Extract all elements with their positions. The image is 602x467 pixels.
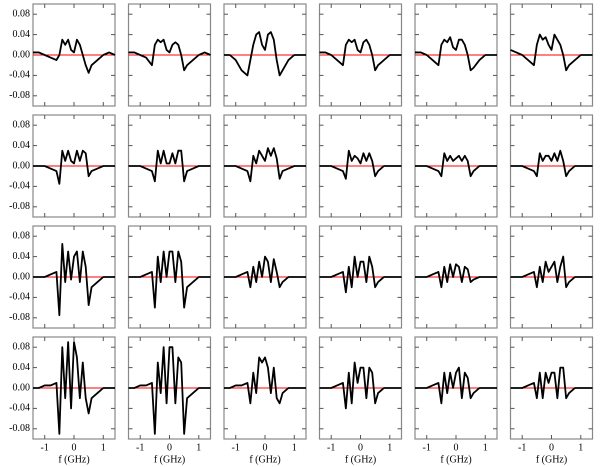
y-tick-label: 0.04 [13, 140, 31, 151]
data-line [319, 149, 402, 180]
x-tick-label: 1 [101, 442, 106, 453]
data-line [415, 366, 497, 405]
x-tick-label: 0 [454, 442, 459, 453]
data-line [510, 255, 593, 289]
data-line [224, 147, 306, 183]
data-line [319, 361, 402, 410]
x-tick-label: 0 [72, 442, 77, 453]
data-line [33, 242, 115, 317]
x-tick-label: 0 [263, 442, 268, 453]
data-line [510, 33, 593, 72]
data-line [33, 341, 115, 435]
data-line [128, 346, 211, 435]
x-axis-label: f (GHz) [58, 454, 89, 465]
x-tick-label: 0 [167, 442, 172, 453]
data-line [33, 38, 116, 74]
data-line [510, 149, 593, 178]
x-tick-label: 1 [292, 442, 297, 453]
data-line [319, 255, 402, 294]
y-tick-label: 0.00 [13, 271, 31, 282]
y-tick-label: -0.04 [9, 292, 30, 303]
y-tick-label: -0.04 [9, 403, 30, 414]
data-line [319, 38, 402, 72]
data-line [510, 366, 593, 400]
y-tick-label: 0.00 [13, 49, 31, 60]
x-axis-label: f (GHz) [440, 454, 471, 465]
y-tick-label: 0.00 [13, 382, 31, 393]
y-tick-label: 0.08 [13, 8, 31, 19]
y-tick-label: -0.04 [9, 181, 30, 192]
x-tick-label: 0 [358, 442, 363, 453]
data-line [415, 263, 497, 289]
x-axis-label: f (GHz) [345, 454, 376, 465]
x-tick-label: 1 [483, 442, 488, 453]
y-tick-label: -0.08 [9, 312, 30, 323]
x-tick-label: -1 [136, 442, 144, 453]
x-axis-label: f (GHz) [154, 454, 185, 465]
x-tick-label: -1 [232, 442, 240, 453]
data-line [415, 152, 497, 178]
y-tick-label: 0.00 [13, 160, 31, 171]
y-tick-label: 0.08 [13, 341, 31, 352]
x-tick-label: -1 [327, 442, 335, 453]
data-line [128, 250, 211, 309]
y-tick-label: 0.08 [13, 119, 31, 130]
x-axis-label: f (GHz) [249, 454, 280, 465]
y-tick-label: -0.08 [9, 90, 30, 101]
y-tick-label: -0.08 [9, 423, 30, 434]
data-line [128, 149, 211, 183]
data-line [224, 356, 306, 405]
x-tick-label: 1 [387, 442, 392, 453]
data-line [415, 36, 497, 72]
data-line [224, 255, 306, 289]
x-tick-label: -1 [518, 442, 526, 453]
x-axis-label: f (GHz) [536, 454, 567, 465]
y-tick-label: -0.04 [9, 70, 30, 81]
y-tick-label: 0.04 [13, 362, 31, 373]
x-tick-label: 1 [196, 442, 201, 453]
data-line [224, 31, 306, 77]
x-tick-label: 0 [549, 442, 554, 453]
x-tick-label: -1 [41, 442, 49, 453]
data-line [128, 38, 211, 72]
x-tick-label: -1 [423, 442, 431, 453]
x-tick-label: 1 [578, 442, 583, 453]
y-tick-label: -0.08 [9, 201, 30, 212]
y-tick-label: 0.04 [13, 251, 31, 262]
y-tick-label: 0.04 [13, 29, 31, 40]
data-line [33, 149, 115, 185]
y-tick-label: 0.08 [13, 230, 31, 241]
